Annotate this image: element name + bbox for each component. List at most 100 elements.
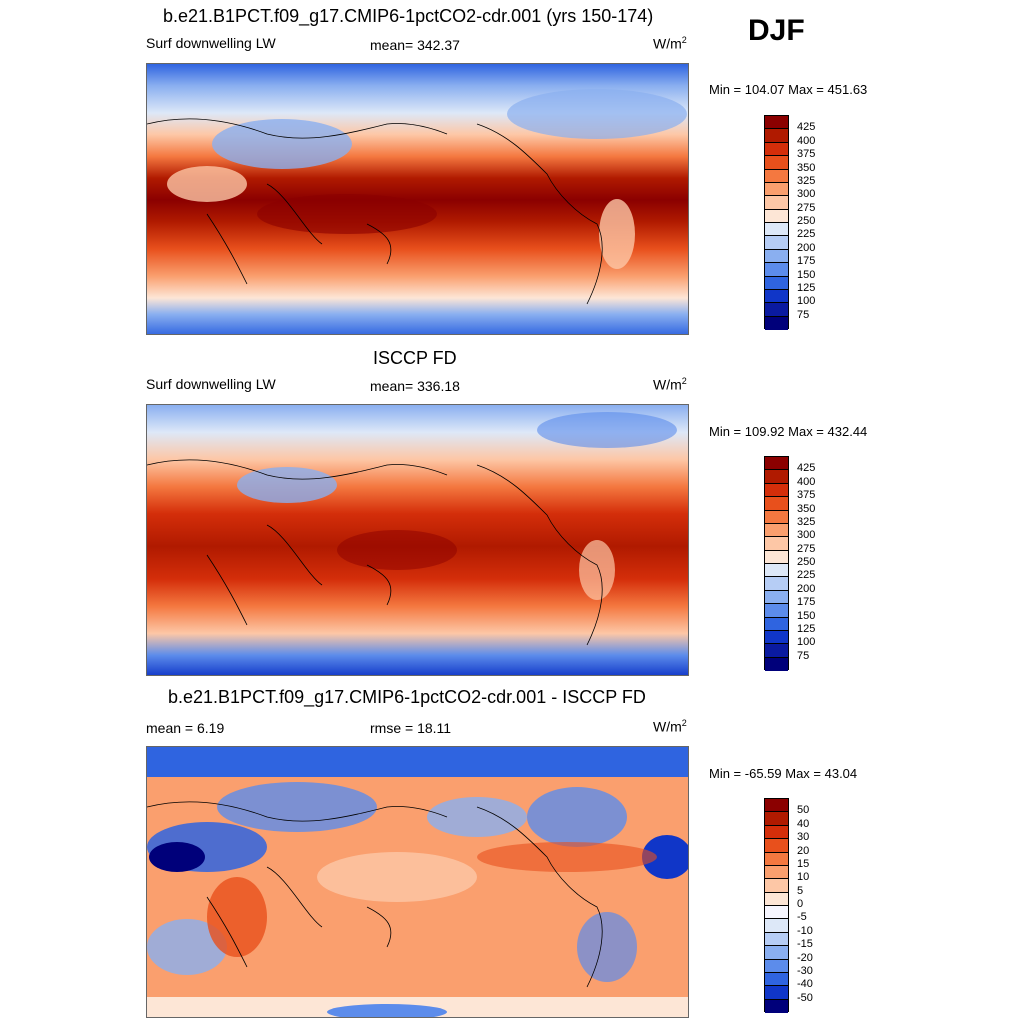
- colorbar-tick-label: 200: [797, 582, 816, 595]
- colorbar-swatch: [765, 263, 788, 277]
- colorbar-swatch: [765, 946, 788, 960]
- colorbar-tick-label: 375: [797, 148, 816, 161]
- panel1-units: W/m2: [653, 35, 687, 52]
- panel1-variable-label: Surf downwelling LW: [146, 35, 276, 51]
- colorbar-swatch: [765, 116, 788, 130]
- panel1-minmax: Min = 104.07 Max = 451.63: [709, 82, 868, 97]
- colorbar-swatch: [765, 276, 788, 290]
- colorbar-tick-label: 15: [797, 857, 810, 870]
- panel2-variable-label: Surf downwelling LW: [146, 376, 276, 392]
- colorbar-swatch: [765, 577, 788, 591]
- colorbar-tick-label: 75: [797, 649, 810, 662]
- colorbar-swatch: [765, 919, 788, 933]
- colorbar-tick-label: 225: [797, 569, 816, 582]
- colorbar-tick-label: -15: [797, 938, 813, 951]
- colorbar-swatch: [765, 483, 788, 498]
- panel2-map: [146, 404, 689, 676]
- colorbar-tick-label: -30: [797, 964, 813, 977]
- coastline: [147, 459, 603, 646]
- colorbar-swatch: [765, 537, 788, 551]
- panel1-map: [146, 63, 689, 335]
- panel3-mean-label: mean = 6.19: [146, 720, 225, 736]
- colorbar-swatch: [765, 550, 788, 564]
- colorbar-swatch: [765, 289, 788, 304]
- colorbar-tick-label: 30: [797, 831, 810, 844]
- colorbar-tick-label: 20: [797, 844, 810, 857]
- colorbar-swatch: [765, 196, 788, 210]
- colorbar-tick-label: 250: [797, 556, 816, 568]
- colorbar-tick-label: 400: [797, 475, 816, 488]
- colorbar-swatch: [765, 959, 788, 973]
- colorbar-tick-label: 150: [797, 268, 816, 281]
- colorbar-swatch: [765, 564, 788, 578]
- colorbar-swatch: [765, 932, 788, 947]
- coastline: [147, 118, 603, 305]
- colorbar-swatch: [765, 799, 788, 813]
- colorbar-tick-label: 375: [797, 489, 816, 502]
- colorbar-tick-label: -5: [797, 911, 807, 924]
- colorbar-tick-label: 0: [797, 898, 804, 910]
- colorbar-tick-label: 10: [797, 871, 810, 884]
- season-label: DJF: [748, 14, 805, 47]
- colorbar-swatch: [765, 657, 788, 671]
- panel3-title: b.e21.B1PCT.f09_g17.CMIP6-1pctCO2-cdr.00…: [168, 687, 646, 707]
- colorbar-swatch: [765, 497, 788, 511]
- panel2-colorbar: [764, 456, 789, 671]
- colorbar-tick-label: 400: [797, 134, 816, 147]
- colorbar-swatch: [765, 129, 788, 143]
- colorbar-tick-label: 275: [797, 201, 816, 214]
- colorbar-swatch: [765, 825, 788, 840]
- colorbar-swatch: [765, 316, 788, 330]
- colorbar-tick-label: 350: [797, 502, 816, 515]
- panel3-minmax: Min = -65.59 Max = 43.04: [709, 766, 858, 781]
- colorbar-swatch: [765, 142, 788, 157]
- colorbar-swatch: [765, 892, 788, 906]
- colorbar-swatch: [765, 523, 788, 538]
- colorbar-swatch: [765, 510, 788, 524]
- colorbar-tick-label: 125: [797, 622, 816, 635]
- panel1-title: b.e21.B1PCT.f09_g17.CMIP6-1pctCO2-cdr.00…: [163, 6, 654, 26]
- colorbar-tick-label: 350: [797, 161, 816, 174]
- colorbar-swatch: [765, 852, 788, 866]
- colorbar-tick-label: 300: [797, 529, 816, 542]
- panel3-colorbar: [764, 798, 789, 1013]
- colorbar-tick-label: -10: [797, 924, 813, 937]
- colorbar-tick-label: 100: [797, 636, 816, 649]
- colorbar-tick-label: 425: [797, 121, 816, 134]
- colorbar-tick-label: 175: [797, 596, 816, 609]
- colorbar-tick-label: 250: [797, 215, 816, 227]
- coastline: [147, 801, 603, 988]
- panel3-map: [146, 746, 689, 1018]
- colorbar-tick-label: 5: [797, 884, 804, 897]
- colorbar-swatch: [765, 457, 788, 471]
- panel2-units: W/m2: [653, 376, 687, 393]
- colorbar-tick-label: -50: [797, 991, 813, 1004]
- colorbar-swatch: [765, 236, 788, 250]
- colorbar-swatch: [765, 617, 788, 631]
- colorbar-swatch: [765, 169, 788, 183]
- colorbar-swatch: [765, 972, 788, 987]
- panel3-rmse-label: rmse = 18.11: [370, 720, 452, 736]
- colorbar-swatch: [765, 630, 788, 645]
- panel2-mean-label: mean= 336.18: [370, 378, 460, 394]
- colorbar-tick-label: -20: [797, 951, 813, 964]
- colorbar-swatch: [765, 879, 788, 893]
- colorbar-tick-label: 40: [797, 817, 810, 830]
- colorbar-swatch: [765, 604, 788, 618]
- panel1-colorbar: [764, 115, 789, 330]
- colorbar-tick-label: 425: [797, 462, 816, 475]
- colorbar-swatch: [765, 999, 788, 1013]
- colorbar-tick-label: 100: [797, 295, 816, 308]
- colorbar-swatch: [765, 303, 788, 317]
- colorbar-tick-label: 75: [797, 308, 810, 321]
- colorbar-tick-label: 325: [797, 174, 816, 187]
- colorbar-swatch: [765, 223, 788, 237]
- colorbar-tick-label: 150: [797, 609, 816, 622]
- colorbar-tick-label: 225: [797, 228, 816, 241]
- panel2-minmax: Min = 109.92 Max = 432.44: [709, 424, 868, 439]
- colorbar-tick-label: 125: [797, 281, 816, 294]
- colorbar-swatch: [765, 156, 788, 170]
- colorbar-tick-label: 175: [797, 255, 816, 268]
- colorbar-swatch: [765, 986, 788, 1000]
- colorbar-tick-label: 275: [797, 542, 816, 555]
